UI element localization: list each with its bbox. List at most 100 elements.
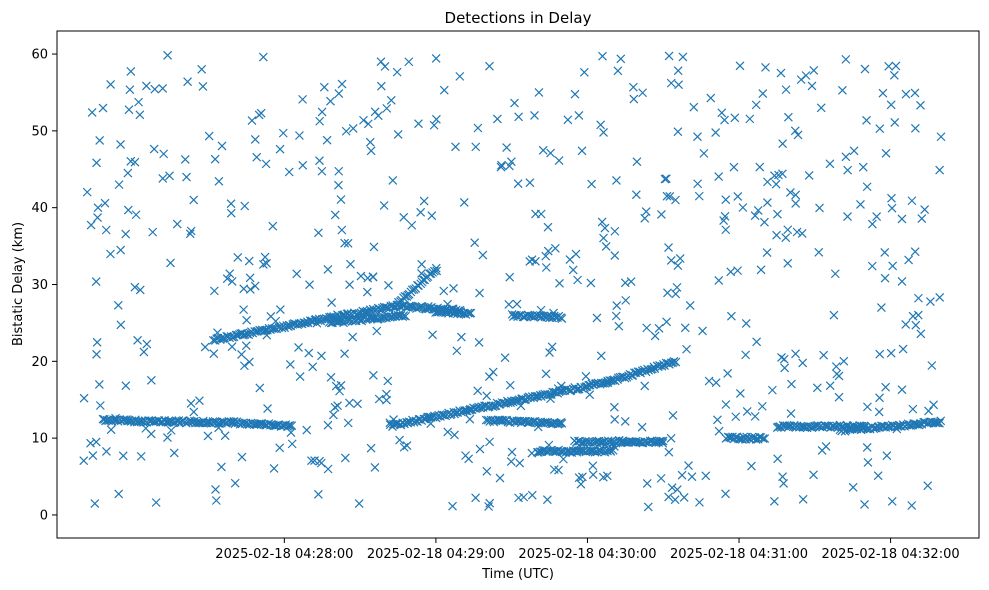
data-point — [323, 420, 333, 430]
data-point — [203, 431, 213, 441]
data-point — [792, 227, 802, 237]
data-point — [513, 179, 523, 189]
data-point — [890, 118, 900, 127]
data-point — [695, 497, 704, 507]
data-point — [135, 110, 145, 120]
data-point — [135, 285, 145, 295]
data-point — [416, 207, 426, 217]
data-point — [250, 281, 260, 291]
y-tick-label: 10 — [31, 432, 48, 447]
data-point — [334, 180, 343, 190]
data-point — [284, 421, 293, 431]
data-point — [382, 395, 391, 405]
data-point — [507, 447, 517, 457]
data-point — [677, 470, 687, 480]
data-point — [204, 131, 214, 141]
data-point — [443, 427, 453, 437]
data-point — [606, 447, 616, 456]
data-point — [525, 178, 535, 188]
data-point — [512, 299, 522, 309]
data-point — [92, 349, 101, 359]
data-point — [239, 361, 249, 371]
data-point — [121, 381, 131, 391]
data-point — [514, 112, 524, 122]
data-point — [678, 52, 688, 62]
data-point — [439, 410, 449, 420]
data-point — [819, 350, 829, 360]
y-tick-label: 50 — [31, 124, 48, 139]
data-point — [220, 431, 230, 441]
data-point — [463, 308, 473, 318]
data-point — [94, 380, 104, 389]
data-point — [316, 458, 326, 468]
data-point — [829, 310, 839, 320]
data-point — [388, 312, 398, 322]
data-point — [116, 320, 126, 330]
y-tick-label: 30 — [31, 278, 48, 293]
data-point — [546, 394, 555, 404]
data-point — [584, 437, 594, 446]
data-point — [158, 83, 168, 93]
data-point — [163, 50, 173, 60]
data-point — [910, 123, 920, 133]
data-point — [222, 274, 232, 284]
data-point — [241, 341, 251, 351]
data-point — [587, 179, 597, 189]
data-point — [393, 130, 403, 139]
data-point — [658, 436, 668, 446]
data-point — [599, 233, 608, 243]
data-point — [734, 434, 744, 444]
data-point — [502, 143, 512, 152]
data-point — [471, 493, 481, 503]
data-point — [275, 144, 285, 154]
data-point — [381, 303, 391, 312]
data-point — [781, 233, 791, 243]
data-point — [484, 502, 494, 511]
data-point — [660, 174, 670, 184]
data-point — [353, 399, 362, 409]
data-point — [876, 303, 886, 312]
data-point — [914, 293, 923, 303]
data-point — [304, 348, 314, 358]
data-point — [366, 443, 376, 453]
data-point — [374, 394, 384, 404]
data-point — [887, 496, 897, 506]
data-point — [731, 412, 741, 422]
data-point — [898, 344, 908, 354]
data-point — [573, 275, 583, 285]
data-point — [506, 457, 516, 467]
data-point — [674, 80, 684, 90]
data-point — [761, 62, 770, 72]
data-point — [217, 141, 227, 151]
data-point — [505, 272, 515, 282]
data-point — [533, 391, 543, 401]
data-point — [753, 205, 763, 215]
data-point — [798, 494, 808, 504]
data-point — [616, 54, 626, 64]
data-point — [542, 495, 552, 505]
data-point — [714, 426, 724, 436]
data-point — [908, 404, 918, 414]
data-point — [82, 187, 92, 197]
data-point — [158, 174, 168, 183]
data-point — [295, 372, 305, 381]
data-point — [733, 192, 743, 201]
data-point — [134, 97, 143, 107]
data-point — [536, 209, 546, 219]
data-point — [211, 496, 221, 505]
data-point — [93, 213, 102, 222]
data-point — [140, 416, 150, 426]
data-point — [901, 89, 911, 99]
data-point — [118, 451, 128, 461]
data-point — [389, 415, 399, 425]
data-point — [384, 280, 393, 290]
data-point — [233, 252, 243, 262]
data-point — [614, 321, 624, 331]
data-point — [565, 255, 575, 264]
data-point — [182, 172, 191, 182]
data-point — [111, 413, 120, 423]
data-point — [185, 229, 195, 239]
data-point — [875, 124, 885, 134]
data-point — [726, 311, 736, 321]
